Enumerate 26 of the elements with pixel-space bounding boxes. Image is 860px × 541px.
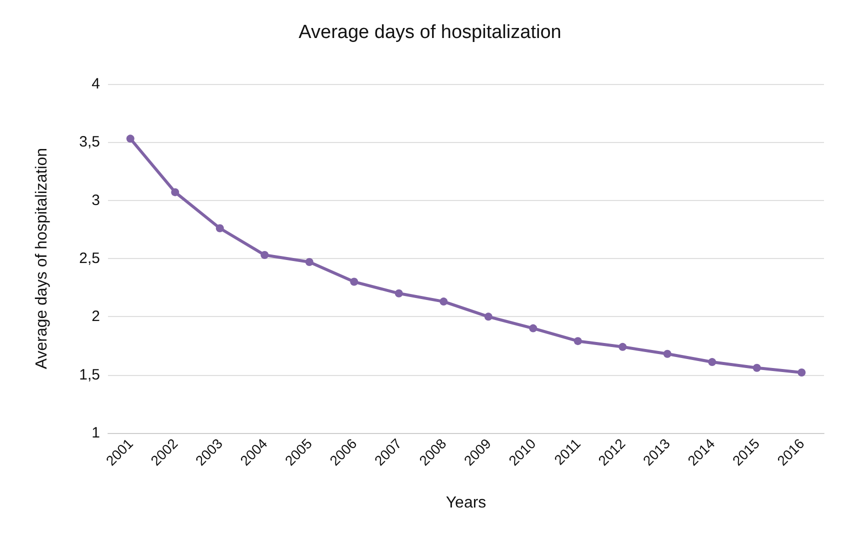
point <box>752 364 761 372</box>
point <box>440 298 448 306</box>
point <box>663 350 672 358</box>
point <box>260 251 269 260</box>
y-tick-label: 1,5 <box>79 366 100 384</box>
y-axis-title: Average days of hospitalization <box>34 148 50 370</box>
point <box>618 342 627 351</box>
point <box>574 337 582 346</box>
point <box>126 134 134 143</box>
point <box>529 324 538 332</box>
y-tick-label: 3,5 <box>79 134 100 151</box>
y-tick-label: 2 <box>92 308 100 326</box>
point <box>216 224 224 232</box>
y-tick-label: 4 <box>92 76 100 92</box>
chart-title: Average days of hospitalization <box>298 22 562 43</box>
point <box>798 368 806 377</box>
point <box>305 258 314 266</box>
y-tick-label: 2,5 <box>79 250 100 267</box>
point <box>708 358 716 366</box>
y-tick-label: 3 <box>92 192 100 209</box>
y-tick-label: 1 <box>92 424 100 442</box>
x-axis-title: Years <box>446 494 486 512</box>
point <box>350 278 358 286</box>
point <box>394 289 403 298</box>
point <box>171 188 180 196</box>
point <box>484 312 492 321</box>
